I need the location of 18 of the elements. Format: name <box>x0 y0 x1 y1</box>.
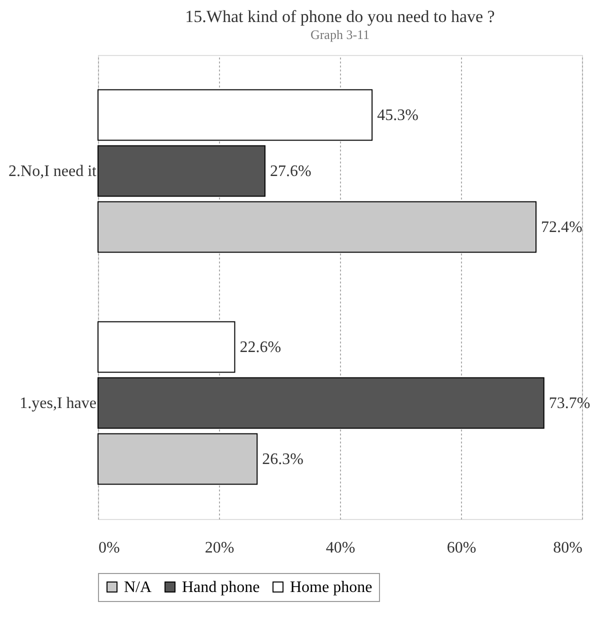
text: 45.3% <box>377 107 418 124</box>
text: 26.3% <box>262 451 304 468</box>
x-tick-label: 0% <box>98 540 120 556</box>
y-tick-label: 1.yes,I have <box>20 395 96 412</box>
legend-label: N/A <box>124 579 152 596</box>
x-tick-label: 80% <box>553 540 582 556</box>
legend-label: Hand phone <box>182 579 260 596</box>
text: 72.4% <box>541 219 582 236</box>
y-tick-label: 2.No,I need it <box>8 163 98 180</box>
x-tick-label: 20% <box>204 540 234 556</box>
text: 22.6% <box>240 339 282 356</box>
x-tick-label: 40% <box>326 540 356 556</box>
text: 73.7% <box>548 395 590 412</box>
caption: Graph 3-11 <box>310 27 370 42</box>
text: 27.6% <box>270 163 312 180</box>
x-tick-label: 60% <box>446 540 476 556</box>
legend-label: Home phone <box>290 579 372 596</box>
chart-title: 15.What kind of phone do you need to have ? <box>185 7 495 26</box>
